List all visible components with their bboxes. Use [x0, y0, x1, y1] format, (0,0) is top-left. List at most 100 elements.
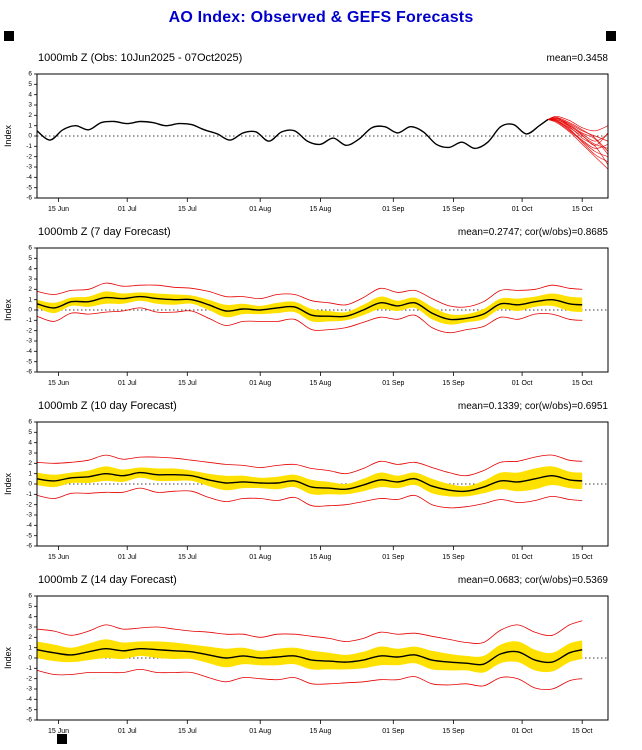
y-tick-label: -4 [26, 696, 32, 703]
x-tick-label: 15 Aug [309, 728, 331, 735]
y-tick-label: 6 [28, 245, 32, 252]
x-tick-label: 15 Jul [178, 554, 197, 561]
y-tick-label: -2 [26, 675, 32, 682]
y-tick-label: -3 [26, 164, 32, 171]
panel-header: 1000mb Z (7 day Forecast) mean=0.2747; c… [0, 226, 642, 242]
ensemble-member-line [547, 118, 609, 146]
y-tick-label: -3 [26, 338, 32, 345]
title-bar: AO Index: Observed & GEFS Forecasts [0, 0, 642, 52]
x-tick-label: 01 Aug [249, 728, 271, 735]
y-tick-label: -5 [26, 532, 32, 539]
plot-area-observed: 6 5 4 3 2 1 0 -1 -2 -3 -4 -5 -6 15 Jun 01 Jul 15 Jul 01 … [0, 68, 642, 226]
panel-title: 1000mb Z (10 day Forecast) [38, 400, 177, 412]
y-tick-label: -4 [26, 522, 32, 529]
chart-panel-10day: 1000mb Z (10 day Forecast) mean=0.1339; … [0, 400, 642, 574]
x-tick-label: 01 Aug [249, 206, 271, 213]
y-tick-label: 1 [28, 644, 32, 651]
chart-panel-7day: 1000mb Z (7 day Forecast) mean=0.2747; c… [0, 226, 642, 400]
y-tick-label: 3 [28, 102, 32, 109]
y-tick-label: 5 [28, 81, 32, 88]
y-axis-label: Index [3, 124, 13, 147]
y-tick-label: 1 [28, 122, 32, 129]
y-tick-label: 6 [28, 71, 32, 78]
y-tick-label: 1 [28, 296, 32, 303]
y-tick-label: 2 [28, 460, 32, 467]
chart-svg: 6 5 4 3 2 1 0 -1 -2 -3 -4 -5 -6 15 Jun 01 Jul 15 Jul 01 … [3, 71, 609, 213]
y-tick-label: -2 [26, 153, 32, 160]
spread-band [37, 639, 583, 673]
chart-svg: 6 5 4 3 2 1 0 -1 -2 -3 -4 -5 -6 15 Jun 01 Jul 15 Jul 01 … [3, 593, 609, 735]
envelope-max-line [36, 454, 583, 477]
ensemble-member-line [547, 116, 609, 152]
x-tick-label: 01 Jul [118, 728, 137, 735]
y-axis-label: Index [3, 646, 13, 669]
plot-area-10day: 6 5 4 3 2 1 0 -1 -2 -3 -4 -5 -6 15 Jun 01 Jul 15 Jul 01 … [0, 416, 642, 574]
panel-title: 1000mb Z (14 day Forecast) [38, 574, 177, 586]
x-tick-label: 15 Aug [309, 206, 331, 213]
x-tick-label: 15 Sep [442, 728, 464, 735]
observed-line [36, 118, 549, 150]
y-tick-label: -1 [26, 491, 32, 498]
x-tick-label: 01 Jul [118, 554, 137, 561]
x-tick-label: 15 Oct [572, 728, 593, 735]
y-tick-label: 3 [28, 276, 32, 283]
y-tick-label: 2 [28, 634, 32, 641]
panel-title: 1000mb Z (Obs: 10Jun2025 - 07Oct2025) [38, 52, 243, 64]
y-tick-label: -3 [26, 686, 32, 693]
corner-mark-top-left [4, 31, 14, 41]
panel-header: 1000mb Z (10 day Forecast) mean=0.1339; … [0, 400, 642, 416]
x-tick-label: 01 Jul [118, 380, 137, 387]
forecast-mean-line [36, 647, 583, 666]
y-tick-label: -6 [26, 543, 32, 550]
y-tick-label: -5 [26, 706, 32, 713]
y-tick-label: -6 [26, 717, 32, 724]
y-tick-label: 0 [28, 307, 32, 314]
ensemble-member-line [547, 116, 609, 132]
y-tick-label: -6 [26, 369, 32, 376]
forecast-mean-line [36, 295, 583, 321]
x-tick-label: 15 Oct [572, 554, 593, 561]
y-tick-label: -4 [26, 348, 32, 355]
envelope-max-line [36, 282, 583, 308]
y-axis-label: Index [3, 472, 13, 495]
y-tick-label: 3 [28, 624, 32, 631]
x-tick-label: 01 Jul [118, 206, 137, 213]
x-tick-label: 01 Sep [382, 380, 404, 387]
y-tick-label: 6 [28, 593, 32, 600]
y-tick-label: -5 [26, 184, 32, 191]
panel-header: 1000mb Z (Obs: 10Jun2025 - 07Oct2025) me… [0, 52, 642, 68]
y-tick-label: 2 [28, 286, 32, 293]
y-tick-label: 4 [28, 91, 32, 98]
y-tick-label: 2 [28, 112, 32, 119]
ensemble-member-line [547, 117, 609, 155]
x-tick-label: 01 Aug [249, 380, 271, 387]
x-tick-label: 15 Sep [442, 206, 464, 213]
y-tick-label: -2 [26, 501, 32, 508]
x-tick-label: 01 Aug [249, 554, 271, 561]
y-tick-label: -6 [26, 195, 32, 202]
x-tick-label: 15 Jun [48, 554, 69, 561]
x-tick-label: 15 Oct [572, 380, 593, 387]
y-tick-label: -4 [26, 174, 32, 181]
x-tick-label: 01 Sep [382, 206, 404, 213]
x-tick-label: 01 Oct [512, 380, 533, 387]
y-tick-label: -1 [26, 143, 32, 150]
y-tick-label: 5 [28, 603, 32, 610]
x-tick-label: 15 Sep [442, 554, 464, 561]
panel-stats: mean=0.0683; cor(w/obs)=0.5369 [457, 575, 608, 586]
panel-header: 1000mb Z (14 day Forecast) mean=0.0683; … [0, 574, 642, 590]
y-tick-label: 1 [28, 470, 32, 477]
forecast-mean-line [36, 471, 583, 493]
y-tick-label: 4 [28, 439, 32, 446]
panel-stats: mean=0.3458 [546, 53, 608, 64]
y-tick-label: 0 [28, 133, 32, 140]
y-tick-label: -2 [26, 327, 32, 334]
y-tick-label: 4 [28, 265, 32, 272]
y-axis-label: Index [3, 298, 13, 321]
x-tick-label: 15 Aug [309, 380, 331, 387]
y-tick-label: 6 [28, 419, 32, 426]
x-tick-label: 15 Oct [572, 206, 593, 213]
page-title: AO Index: Observed & GEFS Forecasts [168, 9, 474, 26]
y-tick-label: -5 [26, 358, 32, 365]
y-tick-label: -1 [26, 317, 32, 324]
